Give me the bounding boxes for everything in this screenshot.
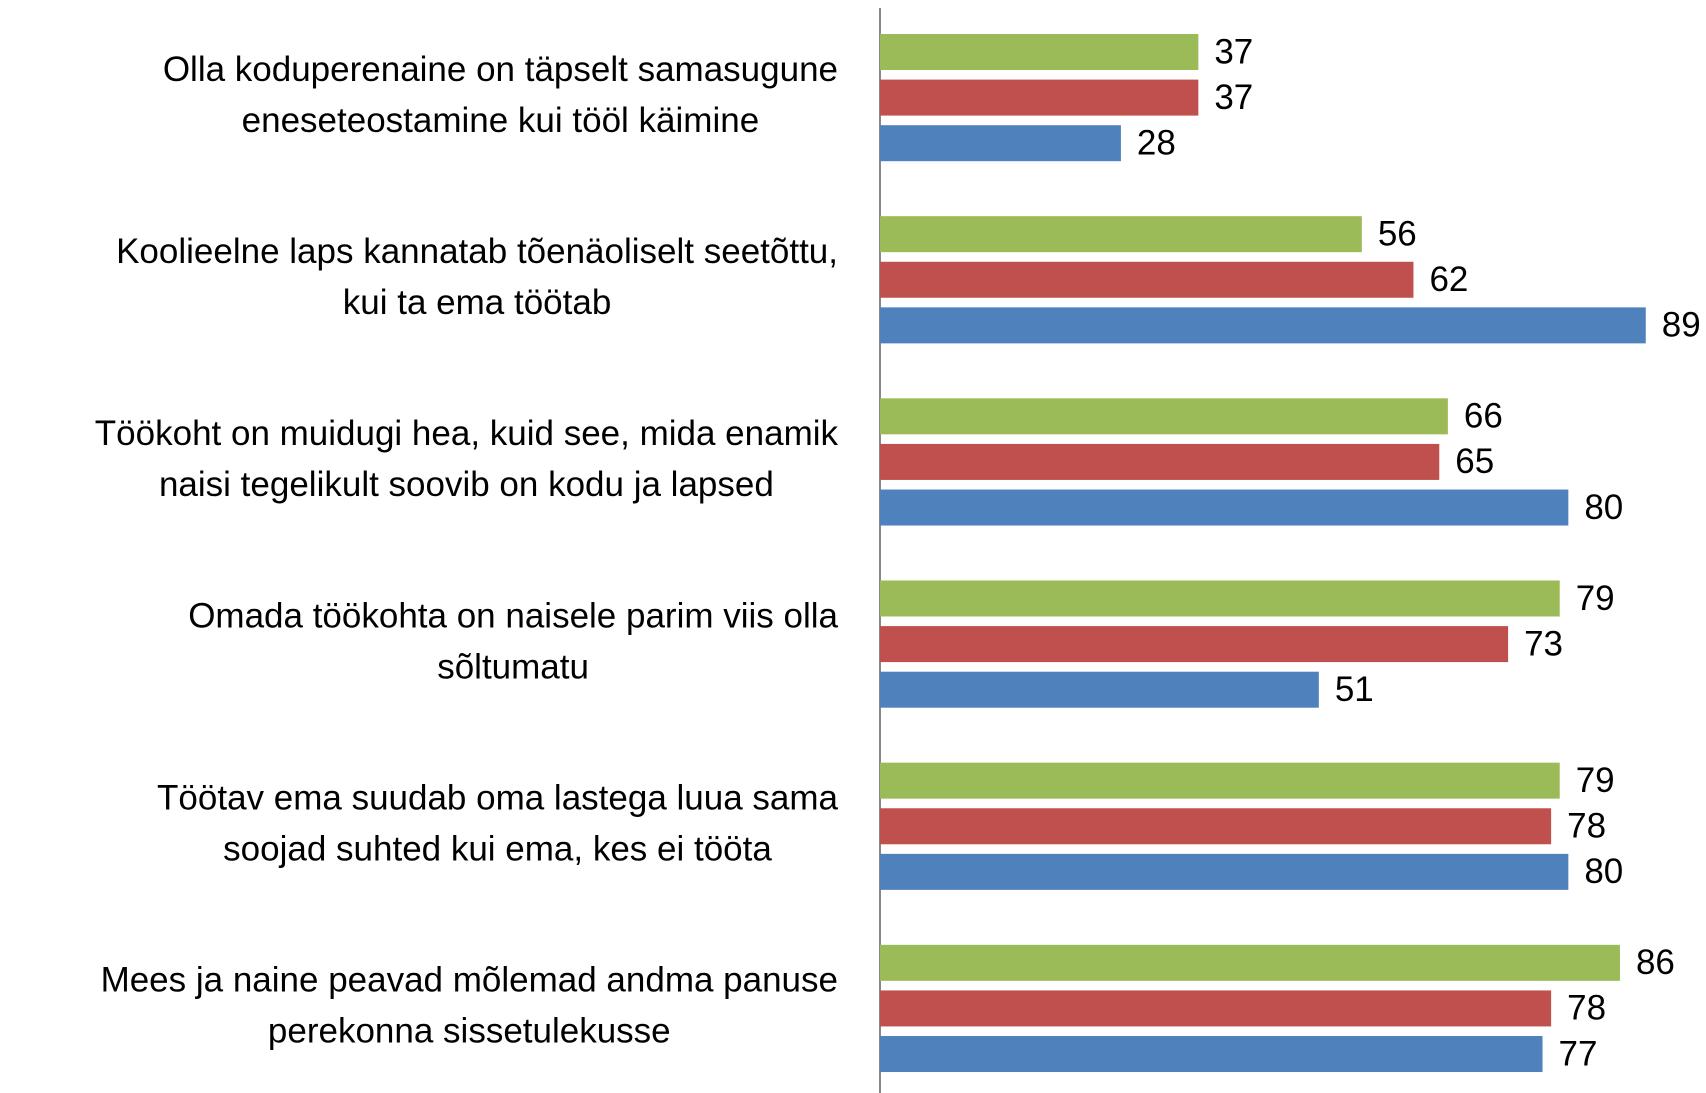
category-label: Omada töökohta on naisele parim viis oll… <box>188 596 838 635</box>
value-label: 77 <box>1559 1034 1598 1073</box>
bar <box>880 853 1569 890</box>
bar <box>880 671 1319 708</box>
value-label: 86 <box>1636 943 1675 982</box>
value-label: 73 <box>1524 624 1563 663</box>
category-label: naisi tegelikult soovib on kodu ja lapse… <box>159 465 774 504</box>
bar <box>880 762 1560 799</box>
value-label: 89 <box>1662 306 1701 345</box>
value-label: 65 <box>1455 442 1494 481</box>
category-label: Olla koduperenaine on täpselt samasugune <box>163 50 838 89</box>
bar <box>880 216 1362 253</box>
category-label: perekonna sissetulekusse <box>268 1012 671 1051</box>
category-label: Töökoht on muidugi hea, kuid see, mida e… <box>95 414 839 453</box>
category-label: kui ta ema töötab <box>343 283 612 322</box>
bar <box>880 990 1552 1027</box>
value-label: 80 <box>1584 488 1623 527</box>
bar <box>880 580 1560 617</box>
bar <box>880 808 1552 845</box>
bar <box>880 34 1199 70</box>
category-label: Koolieelne laps kannatab tõenäoliselt se… <box>116 232 838 271</box>
value-label: 79 <box>1576 761 1615 800</box>
value-label: 79 <box>1576 579 1615 618</box>
value-label: 78 <box>1567 989 1606 1028</box>
value-label: 28 <box>1137 123 1176 162</box>
value-label: 37 <box>1214 78 1253 117</box>
value-label: 78 <box>1567 807 1606 846</box>
value-label: 56 <box>1378 214 1417 253</box>
category-label: sõltumatu <box>437 647 589 686</box>
category-label: Mees ja naine peavad mõlemad andma panus… <box>101 961 838 1000</box>
bar <box>880 125 1121 162</box>
bar <box>880 626 1509 663</box>
bar <box>880 944 1620 981</box>
value-label: 62 <box>1429 260 1468 299</box>
category-label: soojad suhted kui ema, kes ei tööta <box>223 829 772 868</box>
category-label: Töötav ema suudab oma lastega luua sama <box>157 778 838 817</box>
value-label: 66 <box>1464 397 1503 436</box>
category-label: eneseteostamine kui tööl käimine <box>242 101 760 140</box>
value-label: 51 <box>1335 670 1374 709</box>
bar <box>880 261 1414 298</box>
bar <box>880 79 1199 116</box>
bar <box>880 1036 1543 1073</box>
bar <box>880 398 1448 435</box>
bar <box>880 307 1646 344</box>
bar <box>880 443 1440 480</box>
value-label: 37 <box>1214 32 1253 71</box>
bar <box>880 489 1569 526</box>
value-label: 80 <box>1584 852 1623 891</box>
